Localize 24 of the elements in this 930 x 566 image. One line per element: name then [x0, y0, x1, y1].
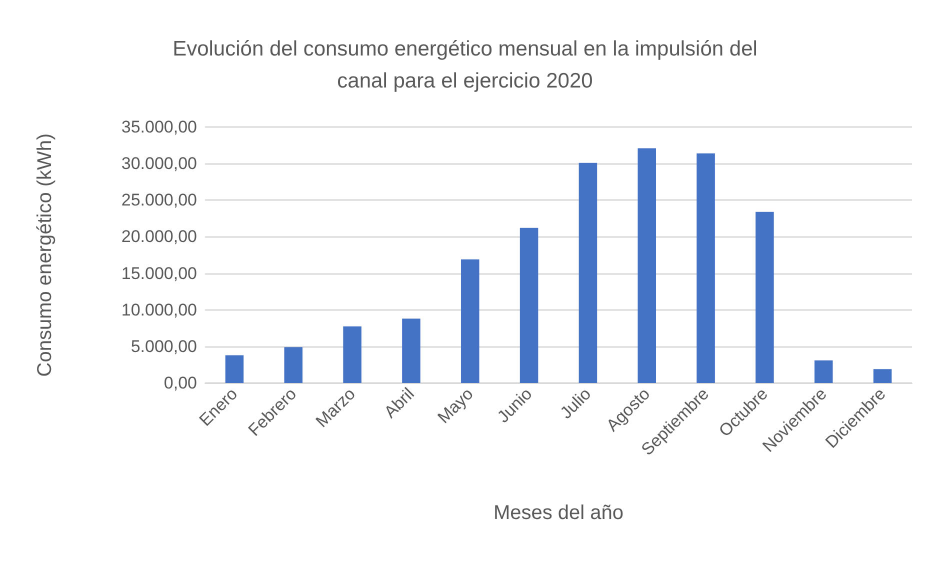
bar [225, 355, 244, 383]
bar [756, 212, 774, 383]
bar [814, 360, 833, 383]
bar [578, 162, 598, 383]
bar [284, 347, 303, 383]
y-tick-label: 15.000,00 [121, 264, 197, 283]
bar [460, 259, 480, 383]
bar [520, 228, 538, 383]
x-tick-label: Julio [556, 384, 595, 422]
y-tick-label: 30.000,00 [121, 154, 197, 174]
y-tick-label: 20.000,00 [121, 227, 197, 246]
y-tick-label: 35.000,00 [121, 118, 197, 136]
y-tick-label: 5.000,00 [130, 336, 197, 356]
bar [343, 326, 362, 383]
y-tick-label: 25.000,00 [121, 190, 197, 210]
bar [696, 153, 715, 383]
bar [873, 369, 892, 383]
bar [402, 318, 420, 383]
y-axis-title: Consumo energético (kWh) [34, 133, 56, 377]
y-tick-label: 0,00 [164, 374, 197, 392]
bar [638, 148, 656, 383]
chart-title: Evolución del consumo energético mensual en la impulsión del canal para el ejercicio 2020 [172, 38, 758, 92]
x-axis-title: Meses del año [493, 502, 624, 524]
y-tick-label: 10.000,00 [121, 300, 197, 320]
